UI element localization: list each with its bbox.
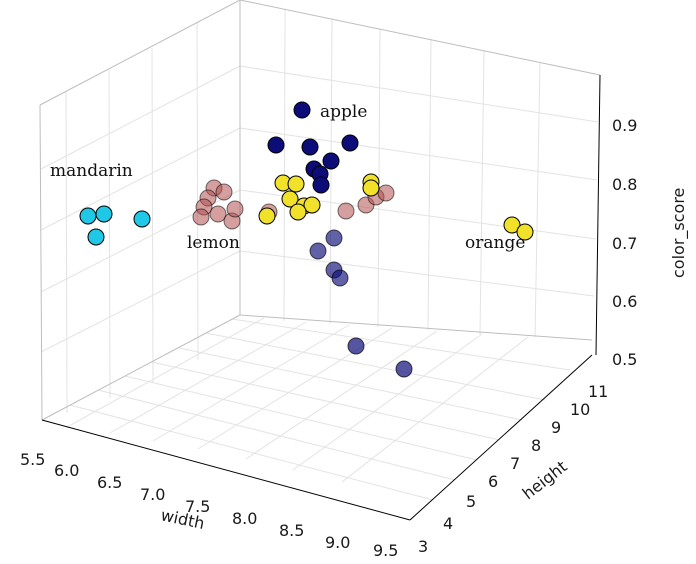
data-point-apple — [312, 176, 330, 194]
cluster-label-mandarin: mandarin — [50, 161, 133, 181]
data-point-mandarin — [79, 207, 97, 225]
y-tick-label: 7 — [510, 454, 520, 473]
data-point-lemon — [215, 183, 233, 201]
z-tick-label: 0.8 — [612, 175, 637, 194]
data-point-orange — [516, 223, 534, 241]
data-point-orange — [281, 190, 299, 208]
data-points — [79, 101, 534, 378]
z-tick-label: 0.5 — [612, 350, 637, 369]
data-point-orange — [303, 196, 321, 214]
y-tick-label: 10 — [570, 400, 590, 419]
data-point-apple — [322, 152, 340, 170]
x-tick-label: 9.5 — [373, 541, 398, 560]
z-axis-label: color_score — [669, 188, 689, 278]
x-tick-label: 9.0 — [325, 533, 350, 552]
x-tick-label: 6.5 — [97, 473, 122, 492]
z-ticks: 0.5 0.6 0.7 0.8 0.9 — [612, 116, 637, 369]
data-point-orange — [287, 175, 305, 193]
y-ticks: 3 4 5 6 7 8 9 10 11 — [418, 382, 608, 556]
y-tick-label: 6 — [488, 472, 498, 491]
data-point-lemon — [192, 208, 210, 226]
data-point-mandarin — [87, 228, 105, 246]
data-point-orange — [258, 207, 276, 225]
z-tick-label: 0.9 — [612, 116, 637, 135]
floor-pane — [42, 315, 592, 520]
x-tick-label: 8.5 — [279, 521, 304, 540]
y-tick-label: 5 — [466, 492, 476, 511]
data-point-lemon — [377, 184, 395, 202]
y-tick-label: 4 — [443, 514, 453, 533]
x-tick-label: 5.5 — [20, 450, 45, 469]
x-ticks: 5.5 6.0 6.5 7.0 7.5 8.0 8.5 9.0 9.5 — [20, 450, 398, 560]
z-axis-line — [595, 74, 601, 356]
data-point-lemon — [226, 200, 244, 218]
z-tick-label: 0.6 — [612, 292, 637, 311]
data-point-apple — [325, 229, 343, 247]
data-point-apple — [301, 138, 319, 156]
x-tick-label: 8.0 — [232, 509, 257, 528]
y-tick-label: 9 — [551, 418, 561, 437]
data-point-mandarin — [133, 210, 151, 228]
data-point-orange — [503, 216, 521, 234]
data-point-apple — [331, 269, 349, 287]
y-tick-label: 8 — [531, 436, 541, 455]
y-tick-label: 11 — [588, 382, 608, 401]
z-tick-label: 0.7 — [612, 234, 637, 253]
left-wall-pane — [40, 0, 240, 420]
back-wall-pane — [240, 0, 600, 340]
x-axis-line — [41, 419, 411, 521]
data-point-lemon — [337, 202, 355, 220]
data-point-lemon — [209, 205, 227, 223]
x-tick-label: 7.5 — [185, 497, 210, 516]
data-point-apple — [293, 101, 311, 119]
cluster-label-apple: apple — [320, 102, 367, 122]
data-point-orange — [362, 179, 380, 197]
y-axis-line — [409, 354, 593, 521]
x-tick-label: 6.0 — [54, 461, 79, 480]
y-axis-label: height — [519, 457, 571, 503]
data-point-mandarin — [95, 205, 113, 223]
data-point-apple — [341, 134, 359, 152]
cluster-label-orange: orange — [465, 233, 525, 253]
y-tick-label: 3 — [418, 537, 428, 556]
data-point-apple — [347, 337, 365, 355]
data-point-apple — [395, 360, 413, 378]
data-point-orange — [289, 203, 307, 221]
data-point-apple — [267, 136, 285, 154]
cluster-label-lemon: lemon — [187, 233, 240, 253]
pane-edges — [39, 0, 601, 421]
x-tick-label: 7.0 — [140, 485, 165, 504]
data-point-apple — [309, 242, 327, 260]
